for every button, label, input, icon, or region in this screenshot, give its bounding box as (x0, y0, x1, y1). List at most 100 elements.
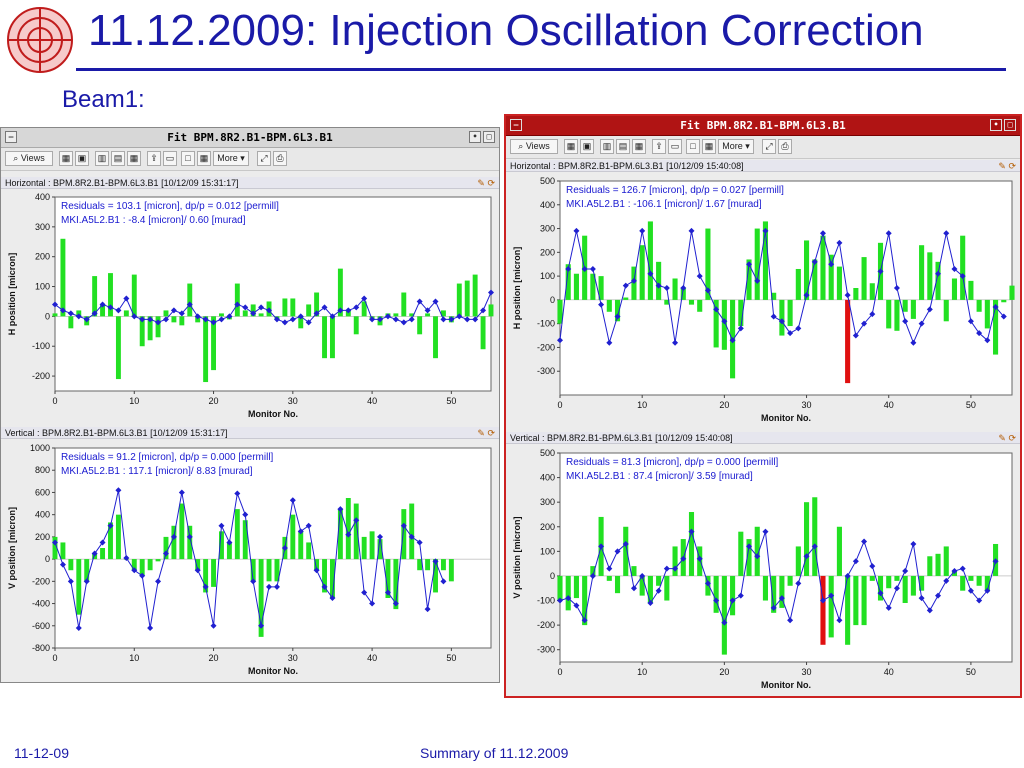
residual-bar (123, 310, 129, 317)
y-tick-label: 400 (540, 200, 555, 210)
window-menu-icon[interactable]: – (510, 119, 522, 131)
more-button[interactable]: More ▾ (718, 139, 754, 154)
document-icon[interactable]: ▭ (163, 151, 177, 166)
slide-title: 11.12.2009: Injection Oscillation Correc… (88, 6, 924, 55)
orbit-point (861, 538, 868, 545)
orbit-point (721, 318, 728, 325)
views-button[interactable]: ⌕ Views (5, 151, 53, 166)
orbit-point (803, 553, 810, 560)
orbit-point (424, 606, 431, 613)
orbit-point (1000, 313, 1007, 320)
table-icon[interactable]: ▦ (632, 139, 646, 154)
layout-icon[interactable]: ▣ (75, 151, 89, 166)
residual-bar (779, 575, 785, 608)
residual-bar (639, 245, 645, 300)
export-icon[interactable]: ⇪ (147, 151, 161, 166)
orbit-point (778, 595, 785, 602)
orbit-point (353, 517, 360, 524)
x-axis-label: Monitor No. (761, 413, 811, 423)
footer-summary: Summary of 11.12.2009 (420, 745, 569, 761)
panel-settings-icon[interactable]: ✎ ⟳ (998, 161, 1016, 171)
plot-area (54, 447, 492, 649)
panel-settings-icon[interactable]: ✎ ⟳ (998, 433, 1016, 443)
residual-bar (754, 526, 760, 576)
x-tick-label: 0 (52, 396, 57, 406)
residual-bar (738, 531, 744, 576)
panel-settings-icon[interactable]: ✎ ⟳ (477, 428, 495, 438)
maximize-icon[interactable]: □ (1004, 119, 1016, 131)
orbit-point (289, 316, 296, 323)
spreadsheet-icon[interactable]: ▦ (702, 139, 716, 154)
orbit-point (614, 548, 621, 555)
y-tick-label: 1000 (30, 443, 50, 453)
minimize-icon[interactable]: • (990, 119, 1002, 131)
x-tick-label: 50 (446, 396, 456, 406)
residual-bar (894, 299, 900, 331)
orbit-point (305, 522, 312, 529)
residual-bar (131, 559, 137, 571)
search-icon: ⌕ (13, 153, 21, 163)
rows-icon[interactable]: ▤ (616, 139, 630, 154)
x-tick-label: 40 (367, 396, 377, 406)
column-icon[interactable]: ▥ (600, 139, 614, 154)
grid-icon[interactable]: ▦ (59, 151, 73, 166)
orbit-point (795, 325, 802, 332)
residual-bar (968, 575, 974, 581)
residual-bar (155, 559, 161, 562)
orbit-point (787, 617, 794, 624)
orbit-point (392, 600, 399, 607)
cern-lhc-logo-icon (7, 7, 73, 73)
export-icon[interactable]: ⇪ (652, 139, 666, 154)
orbit-point (672, 565, 679, 572)
views-button[interactable]: ⌕ Views (510, 139, 558, 154)
maximize-icon[interactable]: □ (483, 131, 495, 143)
print-icon[interactable]: ⎙ (778, 139, 792, 154)
panel-settings-icon[interactable]: ✎ ⟳ (477, 178, 495, 188)
plot-area (559, 180, 1013, 396)
table-icon[interactable]: ▦ (127, 151, 141, 166)
orbit-point (557, 597, 563, 604)
y-tick-label: 0 (550, 295, 555, 305)
orbit-point (297, 313, 304, 320)
window-menu-icon[interactable]: – (5, 131, 17, 143)
residual-bar (464, 280, 470, 317)
orbit-point (844, 572, 851, 579)
residual-bar (730, 575, 736, 616)
orbit-point (943, 230, 950, 237)
residual-bar (672, 546, 678, 576)
y-tick-label: 200 (35, 532, 50, 542)
y-tick-label: 0 (45, 311, 50, 321)
document-icon[interactable]: ▭ (668, 139, 682, 154)
orbit-point (83, 316, 90, 323)
column-icon[interactable]: ▥ (95, 151, 109, 166)
rows-icon[interactable]: ▤ (111, 151, 125, 166)
zoom-icon[interactable]: ⤢ (762, 139, 776, 154)
residual-bar (108, 273, 113, 317)
zoom-icon[interactable]: ⤢ (257, 151, 271, 166)
more-button[interactable]: More ▾ (213, 151, 249, 166)
residual-bar (623, 297, 629, 300)
orbit-point (918, 320, 925, 327)
orbit-point (345, 307, 352, 314)
orbit-point (877, 268, 884, 275)
orbit-point (194, 567, 201, 574)
residual-bar (298, 316, 304, 329)
y-tick-label: -100 (537, 319, 555, 329)
residual-bar (894, 575, 900, 581)
minimize-icon[interactable]: • (469, 131, 481, 143)
residual-bar (960, 235, 966, 300)
frame-icon[interactable]: □ (181, 151, 195, 166)
residual-bar (171, 525, 177, 560)
orbit-point (305, 319, 312, 326)
spreadsheet-icon[interactable]: ▦ (197, 151, 211, 166)
orbit-point (178, 310, 185, 317)
frame-icon[interactable]: □ (686, 139, 700, 154)
print-icon[interactable]: ⎙ (273, 151, 287, 166)
residual-bar (836, 526, 842, 576)
residual-bar (647, 221, 653, 300)
layout-icon[interactable]: ▣ (580, 139, 594, 154)
grid-icon[interactable]: ▦ (564, 139, 578, 154)
residual-bar (393, 559, 399, 610)
window-title: Fit BPM.8R2.B1-BPM.6L3.B1 (167, 131, 333, 144)
orbit-point (655, 282, 662, 289)
